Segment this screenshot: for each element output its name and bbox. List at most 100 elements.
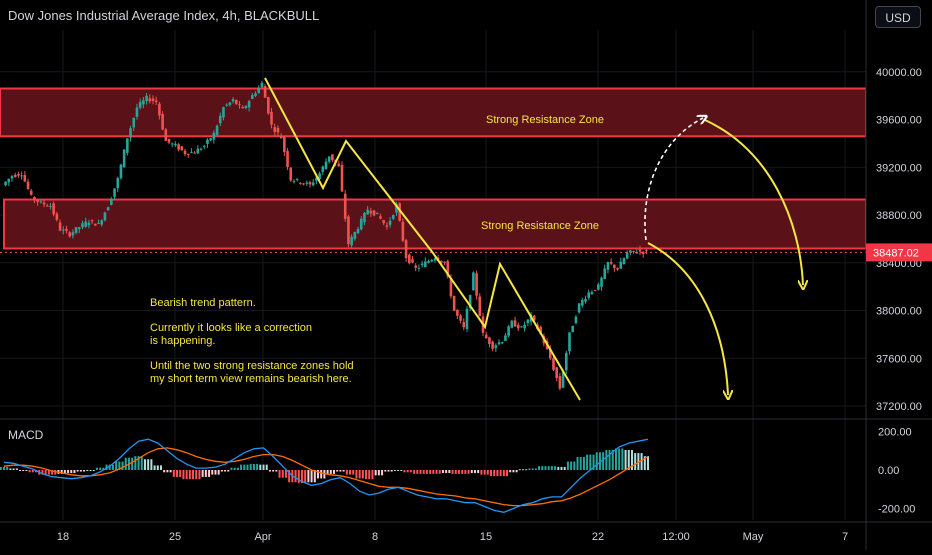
macd-histogram-bar [614,448,617,470]
macd-histogram-bar [477,470,480,474]
candle-body [113,188,116,197]
macd-histogram-bar [400,470,403,471]
macd-histogram-bar [349,470,352,475]
candle-body [190,151,193,153]
macd-histogram-bar [83,470,86,472]
price-tick-label: 39600.00 [876,115,922,127]
macd-histogram-bar [0,466,2,470]
candle-body [500,342,504,344]
candle-body [279,135,283,139]
macd-histogram-bar [19,470,22,471]
macd-histogram-bar [22,470,25,471]
candle-body [129,128,132,138]
macd-histogram-bar [304,470,307,484]
candle-body [337,163,341,167]
macd-histogram-bar [208,470,211,477]
candle-body [270,111,273,125]
candle-body [404,240,408,259]
candle-body [241,107,244,109]
macd-histogram-bar [544,466,547,470]
candle-body [251,95,254,99]
macd-histogram-bar [198,470,201,480]
candle-body [234,99,238,105]
candle-body [462,322,466,328]
candle-body [247,101,251,108]
candle-body [318,173,321,180]
macd-histogram-bar [41,470,44,475]
macd-histogram-bar [445,470,448,474]
macd-histogram-bar [25,470,28,471]
candle-body [174,143,177,146]
candle-body [398,203,401,221]
candle-body [161,114,164,130]
macd-histogram-bar [105,464,108,470]
macd-histogram-bar [99,467,102,470]
resistance-zone [3,198,867,250]
macd-histogram-bar [397,470,400,471]
candle-body [379,216,382,219]
candle-body [350,236,353,246]
macd-histogram-bar [243,464,246,470]
candle-body [215,125,219,135]
time-tick-label: Apr [254,531,271,543]
candle-body [440,260,443,263]
candle-body [494,345,498,349]
candle-body [645,250,648,252]
candle-body [276,127,280,133]
macd-histogram-bar [518,469,521,471]
macd-histogram-bar [307,470,310,483]
price-tick-label: 40000.00 [876,67,922,79]
macd-histogram-bar [582,456,585,470]
price-tick-label: 39200.00 [876,162,922,174]
candle-body [347,216,350,245]
macd-histogram-bar [576,456,579,470]
candle-body [584,298,587,302]
candle-body [513,320,517,327]
macd-histogram-bar [227,470,230,472]
candle-body [603,268,607,279]
candle-body [135,107,139,117]
candle-body [283,136,286,152]
macd-histogram-bar [563,466,566,470]
candle-body [484,334,488,339]
candle-body [263,86,267,98]
macd-histogram-bar [473,470,476,474]
macd-histogram-bar [589,454,592,470]
macd-histogram-bar [217,470,220,475]
candle-body [148,98,152,102]
candle-body [74,227,78,233]
macd-histogram-bar [236,467,239,470]
candle-body [295,178,299,180]
note-line: my short term view remains bearish here. [150,373,352,385]
candle-body [571,326,575,333]
candle-body [180,146,184,151]
macd-histogram-bar [272,470,275,472]
candle-body [456,309,459,316]
macd-histogram-bar [156,465,159,470]
candle-body [87,222,91,226]
candle-body [17,174,20,176]
candle-body [366,209,369,215]
macd-histogram-bar [422,470,425,474]
currency-button[interactable]: USD [875,6,921,28]
macd-histogram-bar [627,450,630,470]
note-line: is happening. [150,335,216,347]
candle-body [420,263,424,266]
candle-body [343,193,347,219]
candle-body [555,367,558,379]
candle-body [369,210,373,214]
note-line: Currently it looks like a correction [150,322,313,334]
macd-histogram-bar [345,470,348,475]
macd-histogram-bar [182,470,185,480]
candle-body [408,254,411,264]
note-line: Bearish trend pattern. [150,297,256,309]
macd-histogram-bar [172,470,175,477]
candle-body [507,326,510,336]
macd-histogram-bar [179,470,182,477]
macd-histogram-bar [506,470,509,477]
candle-body [324,161,328,170]
macd-histogram-bar [342,470,345,472]
candle-body [375,212,379,215]
candle-body [84,221,88,227]
time-tick-label: 18 [57,531,69,543]
